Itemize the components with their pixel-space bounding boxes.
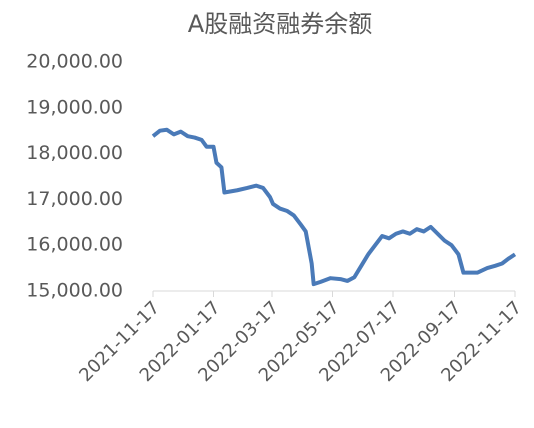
- y-tick-label: 20,000.00: [26, 51, 123, 73]
- y-tick-label: 17,000.00: [26, 188, 123, 210]
- chart-title: A股融资融券余额: [188, 10, 372, 38]
- y-tick-label: 18,000.00: [26, 142, 123, 164]
- y-tick-label: 15,000.00: [26, 280, 123, 302]
- y-tick-label: 16,000.00: [26, 234, 123, 256]
- y-tick-label: 19,000.00: [26, 96, 123, 118]
- line-series: [151, 127, 517, 287]
